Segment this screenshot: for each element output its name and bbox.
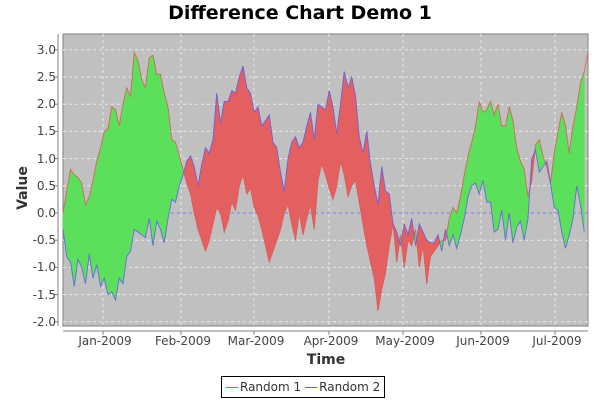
blue-line-swatch-icon [305,386,318,388]
chart-title: Difference Chart Demo 1 [168,2,432,24]
y-tick-label: -0.5 [32,233,56,248]
x-tick-label: Jul-2009 [532,334,582,348]
y-tick-label: 0.0 [36,206,56,220]
x-tick-label: Apr-2009 [303,334,359,348]
x-axis-label: Time [306,352,346,368]
y-tick-label: 2.0 [36,97,56,112]
legend: Random 1 Random 2 [221,376,386,398]
y-tick-label: 0.5 [36,178,56,193]
y-tick-label: 3.0 [36,42,56,57]
x-tick-label: Jun-2009 [456,334,510,348]
legend-item-random-2: Random 2 [305,380,380,394]
y-tick-label: -1.5 [32,287,56,302]
y-tick-label: 2.5 [36,70,56,84]
y-tick-label: -2.0 [32,314,56,329]
y-tick-label: 1.5 [36,124,56,139]
x-tick-label: Mar-2009 [227,334,285,348]
legend-label: Random 2 [319,380,381,394]
x-tick-label: May-2009 [375,334,435,348]
y-tick-label: -1.0 [32,260,56,275]
x-tick-label: Feb-2009 [154,334,212,348]
x-tick-label: Jan-2009 [78,334,132,348]
y-axis-label: Value [15,166,31,210]
legend-item-random-1: Random 1 [226,380,301,394]
legend-label: Random 1 [240,380,302,394]
red-line-swatch-icon [226,386,238,388]
y-tick-label: 1.0 [36,151,56,166]
